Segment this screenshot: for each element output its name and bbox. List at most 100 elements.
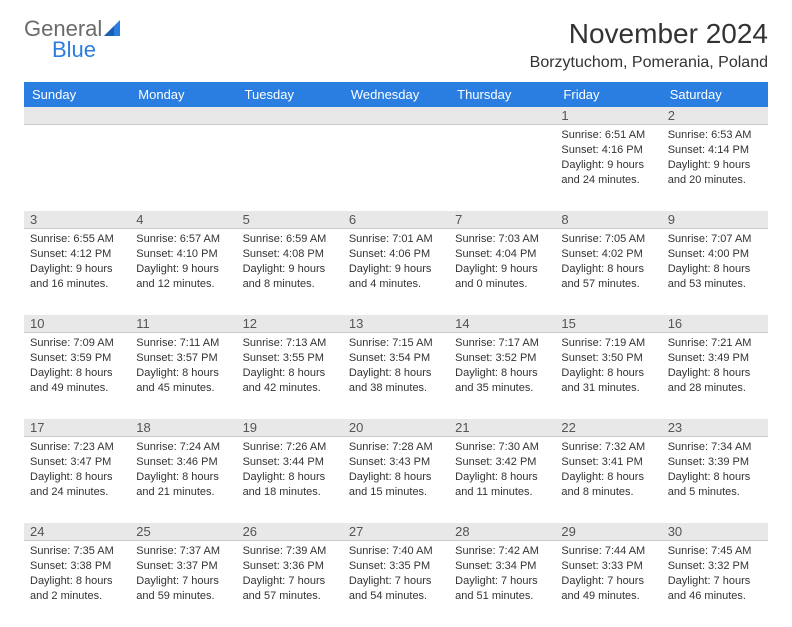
day-number: 13 bbox=[343, 315, 449, 332]
sunset-text: Sunset: 4:02 PM bbox=[561, 247, 655, 262]
sunrise-text: Sunrise: 7:44 AM bbox=[561, 544, 655, 559]
day-cell: Sunrise: 7:39 AMSunset: 3:36 PMDaylight:… bbox=[237, 541, 343, 627]
day-cell: Sunrise: 7:40 AMSunset: 3:35 PMDaylight:… bbox=[343, 541, 449, 627]
day-number: 12 bbox=[237, 315, 343, 332]
sunset-text: Sunset: 3:34 PM bbox=[455, 559, 549, 574]
daylight-text: Daylight: 8 hours and 53 minutes. bbox=[668, 262, 762, 292]
day-number: 26 bbox=[237, 523, 343, 540]
sunrise-text: Sunrise: 7:17 AM bbox=[455, 336, 549, 351]
sunset-text: Sunset: 3:41 PM bbox=[561, 455, 655, 470]
sunset-text: Sunset: 3:59 PM bbox=[30, 351, 124, 366]
day-number: 17 bbox=[24, 419, 130, 436]
sunset-text: Sunset: 3:54 PM bbox=[349, 351, 443, 366]
day-number: 14 bbox=[449, 315, 555, 332]
day-number: 5 bbox=[237, 211, 343, 228]
sunrise-text: Sunrise: 6:57 AM bbox=[136, 232, 230, 247]
weekday-wed: Wednesday bbox=[343, 82, 449, 107]
day-number bbox=[24, 107, 130, 124]
daylight-text: Daylight: 7 hours and 54 minutes. bbox=[349, 574, 443, 604]
daylight-text: Daylight: 9 hours and 16 minutes. bbox=[30, 262, 124, 292]
sunset-text: Sunset: 4:12 PM bbox=[30, 247, 124, 262]
daylight-text: Daylight: 8 hours and 21 minutes. bbox=[136, 470, 230, 500]
day-number-row: 10111213141516 bbox=[24, 315, 768, 332]
day-number: 8 bbox=[555, 211, 661, 228]
sunrise-text: Sunrise: 7:45 AM bbox=[668, 544, 762, 559]
day-cell: Sunrise: 7:24 AMSunset: 3:46 PMDaylight:… bbox=[130, 437, 236, 523]
sunset-text: Sunset: 3:37 PM bbox=[136, 559, 230, 574]
calendar-table: Sunday Monday Tuesday Wednesday Thursday… bbox=[24, 82, 768, 627]
day-cell: Sunrise: 7:11 AMSunset: 3:57 PMDaylight:… bbox=[130, 333, 236, 419]
daylight-text: Daylight: 9 hours and 20 minutes. bbox=[668, 158, 762, 188]
sunrise-text: Sunrise: 6:53 AM bbox=[668, 128, 762, 143]
day-cell: Sunrise: 7:07 AMSunset: 4:00 PMDaylight:… bbox=[662, 229, 768, 315]
sunset-text: Sunset: 4:08 PM bbox=[243, 247, 337, 262]
day-number: 3 bbox=[24, 211, 130, 228]
day-number: 9 bbox=[662, 211, 768, 228]
day-number: 19 bbox=[237, 419, 343, 436]
day-number: 4 bbox=[130, 211, 236, 228]
sunrise-text: Sunrise: 7:37 AM bbox=[136, 544, 230, 559]
sunrise-text: Sunrise: 7:07 AM bbox=[668, 232, 762, 247]
day-cell: Sunrise: 6:57 AMSunset: 4:10 PMDaylight:… bbox=[130, 229, 236, 315]
sunrise-text: Sunrise: 7:30 AM bbox=[455, 440, 549, 455]
day-number bbox=[130, 107, 236, 124]
daylight-text: Daylight: 7 hours and 57 minutes. bbox=[243, 574, 337, 604]
sunrise-text: Sunrise: 7:28 AM bbox=[349, 440, 443, 455]
week-row: Sunrise: 7:35 AMSunset: 3:38 PMDaylight:… bbox=[24, 540, 768, 627]
day-number: 25 bbox=[130, 523, 236, 540]
weekday-sat: Saturday bbox=[662, 82, 768, 107]
sunset-text: Sunset: 3:55 PM bbox=[243, 351, 337, 366]
day-number: 16 bbox=[662, 315, 768, 332]
day-cell: Sunrise: 6:53 AMSunset: 4:14 PMDaylight:… bbox=[662, 125, 768, 211]
sunrise-text: Sunrise: 7:40 AM bbox=[349, 544, 443, 559]
sunset-text: Sunset: 3:52 PM bbox=[455, 351, 549, 366]
sunrise-text: Sunrise: 7:34 AM bbox=[668, 440, 762, 455]
weekday-tue: Tuesday bbox=[237, 82, 343, 107]
header: General Blue November 2024 Borzytuchom, … bbox=[24, 18, 768, 72]
sunrise-text: Sunrise: 7:15 AM bbox=[349, 336, 443, 351]
sunset-text: Sunset: 3:33 PM bbox=[561, 559, 655, 574]
location-subtitle: Borzytuchom, Pomerania, Poland bbox=[530, 54, 768, 72]
weekday-mon: Monday bbox=[130, 82, 236, 107]
day-number: 18 bbox=[130, 419, 236, 436]
day-number: 24 bbox=[24, 523, 130, 540]
day-cell bbox=[449, 125, 555, 211]
sunrise-text: Sunrise: 7:35 AM bbox=[30, 544, 124, 559]
sunset-text: Sunset: 3:36 PM bbox=[243, 559, 337, 574]
daylight-text: Daylight: 8 hours and 57 minutes. bbox=[561, 262, 655, 292]
day-number: 11 bbox=[130, 315, 236, 332]
month-title: November 2024 bbox=[530, 18, 768, 50]
sunrise-text: Sunrise: 7:26 AM bbox=[243, 440, 337, 455]
day-number: 7 bbox=[449, 211, 555, 228]
sunset-text: Sunset: 4:04 PM bbox=[455, 247, 549, 262]
day-number: 23 bbox=[662, 419, 768, 436]
title-block: November 2024 Borzytuchom, Pomerania, Po… bbox=[530, 18, 768, 72]
sunset-text: Sunset: 4:10 PM bbox=[136, 247, 230, 262]
brand-logo: General Blue bbox=[24, 18, 124, 61]
daylight-text: Daylight: 7 hours and 51 minutes. bbox=[455, 574, 549, 604]
day-cell: Sunrise: 7:34 AMSunset: 3:39 PMDaylight:… bbox=[662, 437, 768, 523]
daylight-text: Daylight: 9 hours and 4 minutes. bbox=[349, 262, 443, 292]
daylight-text: Daylight: 8 hours and 24 minutes. bbox=[30, 470, 124, 500]
logo-sail-icon bbox=[102, 18, 124, 43]
day-cell: Sunrise: 7:05 AMSunset: 4:02 PMDaylight:… bbox=[555, 229, 661, 315]
week-row: Sunrise: 6:55 AMSunset: 4:12 PMDaylight:… bbox=[24, 228, 768, 315]
daylight-text: Daylight: 8 hours and 42 minutes. bbox=[243, 366, 337, 396]
weekday-fri: Friday bbox=[555, 82, 661, 107]
sunrise-text: Sunrise: 7:13 AM bbox=[243, 336, 337, 351]
week-row: Sunrise: 7:23 AMSunset: 3:47 PMDaylight:… bbox=[24, 436, 768, 523]
sunrise-text: Sunrise: 7:39 AM bbox=[243, 544, 337, 559]
day-cell: Sunrise: 7:15 AMSunset: 3:54 PMDaylight:… bbox=[343, 333, 449, 419]
weeks-container: 12Sunrise: 6:51 AMSunset: 4:16 PMDayligh… bbox=[24, 107, 768, 627]
day-number: 1 bbox=[555, 107, 661, 124]
sunrise-text: Sunrise: 7:05 AM bbox=[561, 232, 655, 247]
daylight-text: Daylight: 7 hours and 59 minutes. bbox=[136, 574, 230, 604]
day-number-row: 12 bbox=[24, 107, 768, 124]
day-cell: Sunrise: 7:21 AMSunset: 3:49 PMDaylight:… bbox=[662, 333, 768, 419]
sunset-text: Sunset: 3:39 PM bbox=[668, 455, 762, 470]
daylight-text: Daylight: 8 hours and 38 minutes. bbox=[349, 366, 443, 396]
daylight-text: Daylight: 8 hours and 8 minutes. bbox=[561, 470, 655, 500]
daylight-text: Daylight: 8 hours and 18 minutes. bbox=[243, 470, 337, 500]
day-cell: Sunrise: 7:13 AMSunset: 3:55 PMDaylight:… bbox=[237, 333, 343, 419]
day-number: 30 bbox=[662, 523, 768, 540]
